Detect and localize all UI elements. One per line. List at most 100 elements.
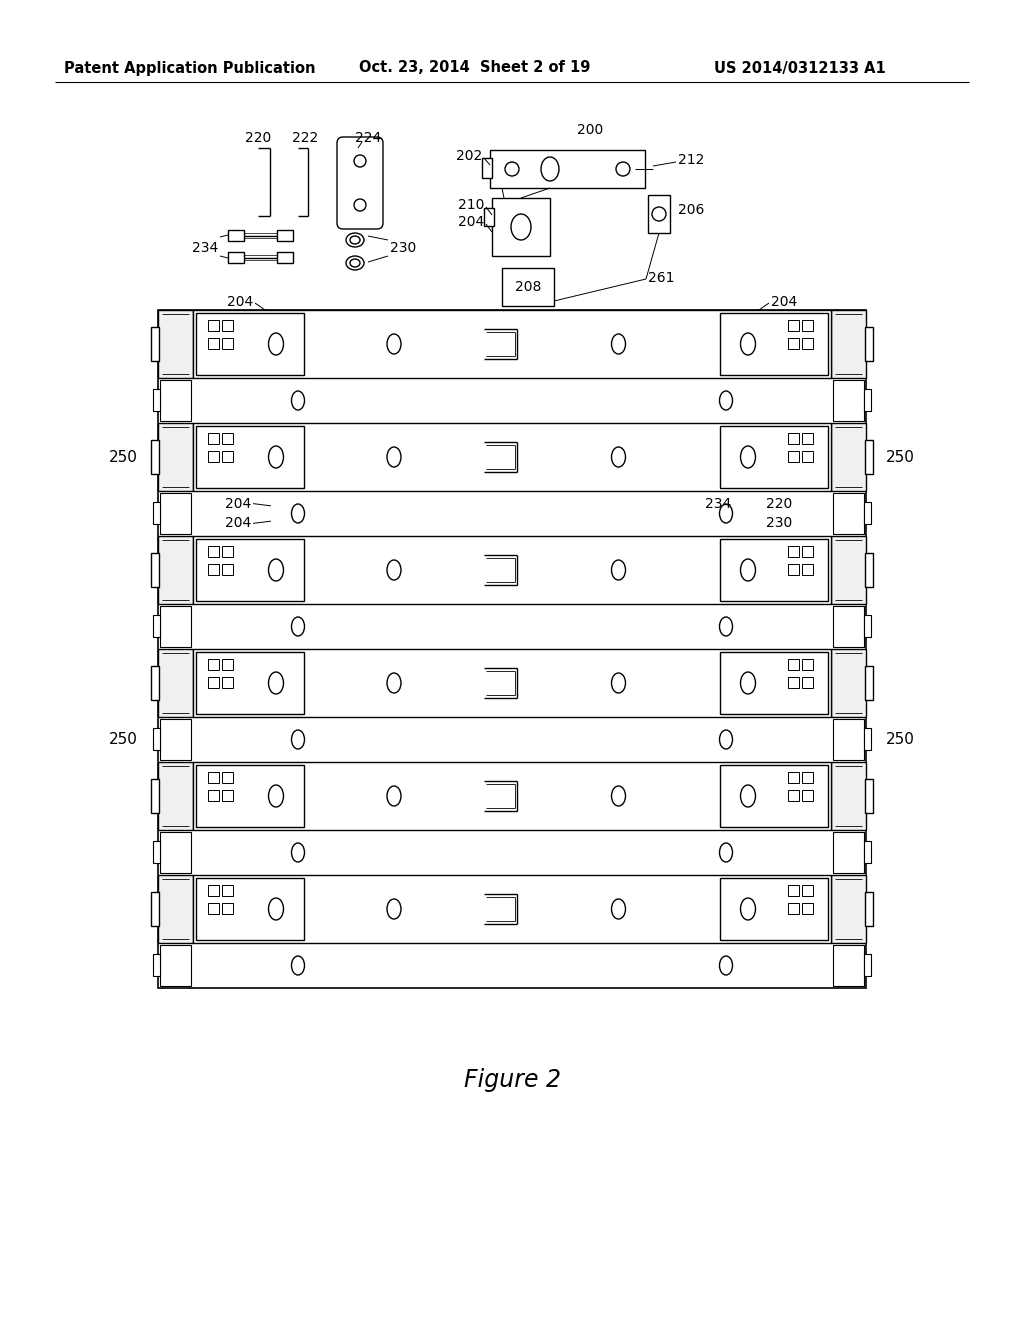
Bar bbox=[193, 536, 831, 605]
Ellipse shape bbox=[292, 391, 304, 411]
Text: 210: 210 bbox=[458, 198, 484, 213]
Bar bbox=[160, 380, 191, 421]
Bar bbox=[802, 319, 813, 331]
Text: 212: 212 bbox=[678, 153, 705, 168]
Bar bbox=[484, 209, 494, 226]
Ellipse shape bbox=[387, 673, 401, 693]
Bar bbox=[208, 772, 219, 783]
Bar bbox=[720, 878, 828, 940]
Bar bbox=[864, 954, 871, 975]
Bar bbox=[158, 422, 193, 491]
Ellipse shape bbox=[611, 334, 626, 354]
Bar bbox=[222, 433, 233, 444]
Text: 204: 204 bbox=[771, 294, 798, 309]
Ellipse shape bbox=[268, 785, 284, 807]
Bar bbox=[833, 719, 864, 760]
Ellipse shape bbox=[740, 446, 756, 469]
Bar bbox=[831, 875, 866, 942]
Bar bbox=[788, 884, 799, 896]
Ellipse shape bbox=[346, 234, 364, 247]
Bar bbox=[864, 615, 871, 638]
Text: 204: 204 bbox=[224, 496, 251, 511]
Circle shape bbox=[505, 162, 519, 176]
Ellipse shape bbox=[387, 334, 401, 354]
Bar bbox=[502, 268, 554, 306]
Text: 230: 230 bbox=[766, 516, 793, 531]
Bar bbox=[788, 903, 799, 913]
Bar bbox=[788, 659, 799, 671]
Bar bbox=[193, 875, 831, 942]
Circle shape bbox=[616, 162, 630, 176]
Ellipse shape bbox=[387, 899, 401, 919]
Text: 220: 220 bbox=[245, 131, 271, 145]
Bar bbox=[865, 667, 873, 700]
Bar bbox=[158, 536, 193, 605]
Text: 261: 261 bbox=[648, 271, 675, 285]
Bar bbox=[160, 832, 191, 873]
Ellipse shape bbox=[511, 214, 531, 240]
Text: 234: 234 bbox=[705, 496, 731, 511]
Bar bbox=[278, 252, 293, 263]
Ellipse shape bbox=[611, 785, 626, 807]
Text: 250: 250 bbox=[110, 450, 138, 465]
Text: 204: 204 bbox=[224, 516, 251, 531]
Ellipse shape bbox=[720, 956, 732, 975]
Bar bbox=[196, 539, 304, 601]
Text: 250: 250 bbox=[110, 733, 138, 747]
Bar bbox=[802, 903, 813, 913]
Bar bbox=[802, 772, 813, 783]
Ellipse shape bbox=[350, 259, 360, 267]
Bar bbox=[151, 440, 159, 474]
Text: 234: 234 bbox=[191, 242, 218, 255]
Bar bbox=[720, 652, 828, 714]
Bar bbox=[151, 779, 159, 813]
Bar bbox=[208, 677, 219, 688]
Ellipse shape bbox=[387, 785, 401, 807]
Bar bbox=[196, 652, 304, 714]
Ellipse shape bbox=[720, 730, 732, 748]
Bar bbox=[831, 310, 866, 378]
Bar bbox=[222, 772, 233, 783]
Ellipse shape bbox=[292, 730, 304, 748]
Text: Figure 2: Figure 2 bbox=[464, 1068, 560, 1092]
Bar bbox=[833, 945, 864, 986]
Bar bbox=[153, 615, 160, 638]
Ellipse shape bbox=[292, 504, 304, 523]
Bar bbox=[208, 659, 219, 671]
Ellipse shape bbox=[292, 616, 304, 636]
Bar bbox=[222, 789, 233, 801]
Bar bbox=[788, 772, 799, 783]
Text: 208: 208 bbox=[515, 280, 542, 294]
Bar bbox=[208, 451, 219, 462]
Bar bbox=[802, 789, 813, 801]
Bar bbox=[865, 327, 873, 360]
Ellipse shape bbox=[611, 560, 626, 579]
Bar bbox=[831, 649, 866, 717]
Text: 200: 200 bbox=[577, 123, 603, 137]
Bar bbox=[720, 539, 828, 601]
Ellipse shape bbox=[740, 558, 756, 581]
Bar bbox=[788, 338, 799, 348]
Text: 206: 206 bbox=[678, 203, 705, 216]
Bar bbox=[153, 389, 160, 411]
Bar bbox=[151, 327, 159, 360]
Bar bbox=[833, 492, 864, 535]
Bar bbox=[158, 310, 866, 987]
Bar bbox=[153, 502, 160, 524]
Bar bbox=[151, 553, 159, 587]
Bar bbox=[833, 606, 864, 647]
Ellipse shape bbox=[720, 391, 732, 411]
Bar bbox=[222, 564, 233, 576]
Bar bbox=[222, 677, 233, 688]
Bar bbox=[802, 546, 813, 557]
Ellipse shape bbox=[292, 956, 304, 975]
Bar bbox=[864, 502, 871, 524]
Bar bbox=[278, 230, 293, 242]
Bar bbox=[222, 659, 233, 671]
Text: 204: 204 bbox=[458, 215, 484, 228]
Bar bbox=[864, 729, 871, 750]
Bar bbox=[153, 841, 160, 863]
Ellipse shape bbox=[720, 843, 732, 862]
Bar bbox=[160, 719, 191, 760]
Bar bbox=[208, 564, 219, 576]
